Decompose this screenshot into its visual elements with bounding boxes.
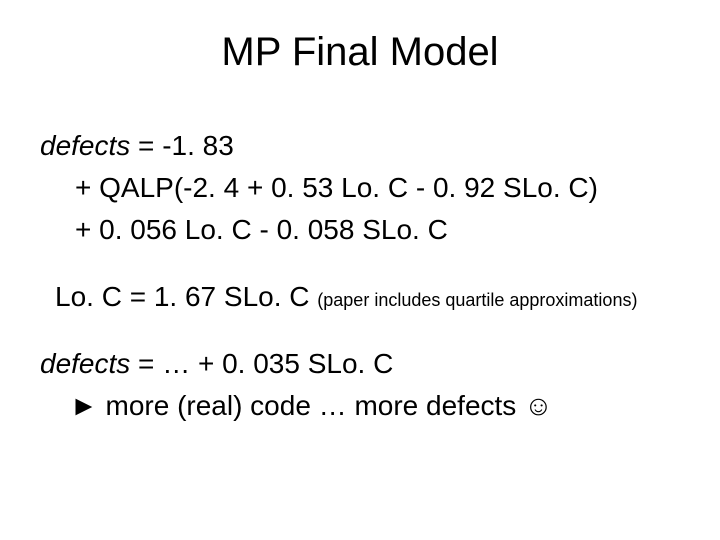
defects-var-1: defects <box>40 130 130 161</box>
eq2-line1: Lo. C = 1. 67 SLo. C (paper includes qua… <box>40 276 680 318</box>
eq1-line2: + QALP(-2. 4 + 0. 53 Lo. C - 0. 92 SLo. … <box>40 167 680 209</box>
defects-var-2: defects <box>40 348 130 379</box>
slide-content: defects = -1. 83 + QALP(-2. 4 + 0. 53 Lo… <box>40 125 680 427</box>
eq1-line1-rest: = -1. 83 <box>130 130 234 161</box>
slide-title: MP Final Model <box>40 30 680 75</box>
eq3-line1: defects = … + 0. 035 SLo. C <box>40 343 680 385</box>
equation-block-2: Lo. C = 1. 67 SLo. C (paper includes qua… <box>40 276 680 318</box>
equation-block-3: defects = … + 0. 035 SLo. C ► more (real… <box>40 343 680 427</box>
eq1-line3: + 0. 056 Lo. C - 0. 058 SLo. C <box>40 209 680 251</box>
eq3-line2: ► more (real) code … more defects ☺ <box>40 385 680 427</box>
eq3-line1-rest: = … + 0. 035 SLo. C <box>130 348 393 379</box>
eq1-line1: defects = -1. 83 <box>40 125 680 167</box>
eq2-main: Lo. C = 1. 67 SLo. C <box>55 281 317 312</box>
equation-block-1: defects = -1. 83 + QALP(-2. 4 + 0. 53 Lo… <box>40 125 680 251</box>
eq2-note: (paper includes quartile approximations) <box>317 290 637 310</box>
